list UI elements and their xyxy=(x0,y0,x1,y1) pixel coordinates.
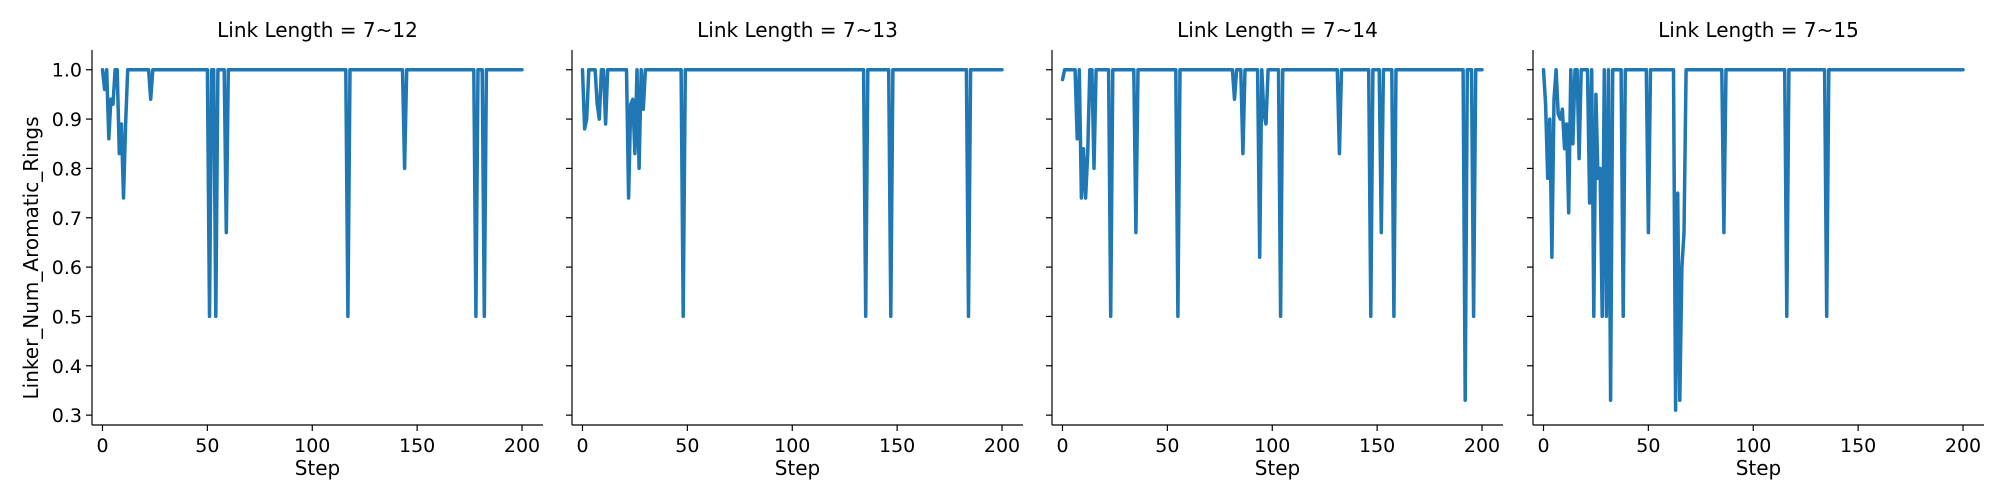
x-tick-label: 50 xyxy=(1155,435,1179,457)
series-line xyxy=(580,67,1004,319)
x-tick-label: 150 xyxy=(879,435,915,457)
panel-1: Link Length = 7~12 0.3 0.4 0.5 0.6 0.7 0.8 0.9 1… xyxy=(52,18,543,480)
x-tick-label: 0 xyxy=(1537,435,1549,457)
x-axis-label: Step xyxy=(775,456,821,480)
x-tick-label: 100 xyxy=(774,435,810,457)
panel-title: Link Length = 7~12 xyxy=(217,18,418,42)
y-tick-label: 0.9 xyxy=(52,109,82,131)
panel-title: Link Length = 7~13 xyxy=(697,18,898,42)
x-tick-label: 200 xyxy=(984,435,1020,457)
chart-panels: Link Length = 7~12 0.3 0.4 0.5 0.6 0.7 0.8 0.9 1… xyxy=(52,18,1984,480)
y-axis-label: Linker_Num_Aromatic_Rings xyxy=(19,117,43,400)
x-tick-label: 150 xyxy=(1840,435,1876,457)
panel-title: Link Length = 7~15 xyxy=(1658,18,1859,42)
x-tick-label: 0 xyxy=(1056,435,1068,457)
x-axis-label: Step xyxy=(1736,456,1782,480)
y-tick-label: 0.6 xyxy=(52,257,82,279)
x-tick-label: 150 xyxy=(1359,435,1395,457)
y-tick-label: 0.3 xyxy=(52,405,82,427)
x-tick-label: 50 xyxy=(195,435,219,457)
x-tick-label: 200 xyxy=(1464,435,1500,457)
x-tick-label: 50 xyxy=(675,435,699,457)
x-tick-label: 0 xyxy=(96,435,108,457)
x-tick-label: 100 xyxy=(1735,435,1771,457)
panel-2: Link Length = 7~13 0 50 100 150 200 Step xyxy=(566,18,1023,480)
series-line xyxy=(1541,67,1965,412)
y-tick-label: 0.7 xyxy=(52,208,82,230)
panel-4: Link Length = 7~15 0 50 100 150 200 Step xyxy=(1527,18,1984,480)
panel-3: Link Length = 7~14 0 50 100 150 200 Step xyxy=(1046,18,1503,480)
x-axis-label: Step xyxy=(1255,456,1301,480)
x-tick-label: 200 xyxy=(1945,435,1981,457)
series-line xyxy=(100,67,524,319)
x-tick-label: 100 xyxy=(294,435,330,457)
panel-title: Link Length = 7~14 xyxy=(1177,18,1378,42)
y-tick-label: 1.0 xyxy=(52,60,82,82)
y-tick-label: 0.5 xyxy=(52,306,82,328)
x-tick-label: 100 xyxy=(1254,435,1290,457)
x-axis-label: Step xyxy=(295,456,341,480)
series-line xyxy=(1060,67,1484,403)
y-tick-label: 0.8 xyxy=(52,158,82,180)
y-tick-label: 0.4 xyxy=(52,356,82,378)
x-tick-label: 0 xyxy=(576,435,588,457)
x-tick-label: 150 xyxy=(399,435,435,457)
x-tick-label: 50 xyxy=(1636,435,1660,457)
x-tick-label: 200 xyxy=(504,435,540,457)
